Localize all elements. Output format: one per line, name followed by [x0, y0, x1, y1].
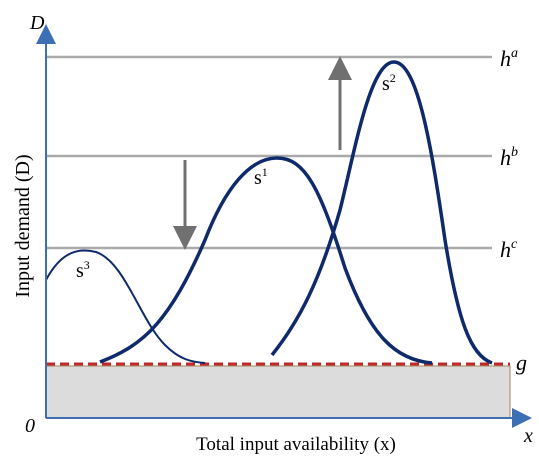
origin-label: 0 [25, 415, 35, 437]
x-axis-letter: x [523, 425, 533, 447]
curve-label-s1: s1 [254, 165, 268, 189]
y-axis-label: Input demand (D) [12, 154, 34, 297]
level-label-ha: ha [500, 46, 518, 71]
curve-s1 [99, 156, 433, 365]
level-label-hc: hc [500, 237, 518, 262]
floor-region [45, 365, 511, 419]
level-label-hb: hb [500, 145, 518, 170]
curve-label-s3: s3 [76, 258, 90, 282]
x-axis-label: Total input availability (x) [196, 434, 396, 455]
y-axis-letter: D [29, 12, 45, 34]
curve-label-s2: s2 [382, 71, 396, 95]
curve-s2 [270, 60, 493, 365]
curve-s3 [45, 249, 206, 364]
level-label-g: g [516, 350, 527, 375]
